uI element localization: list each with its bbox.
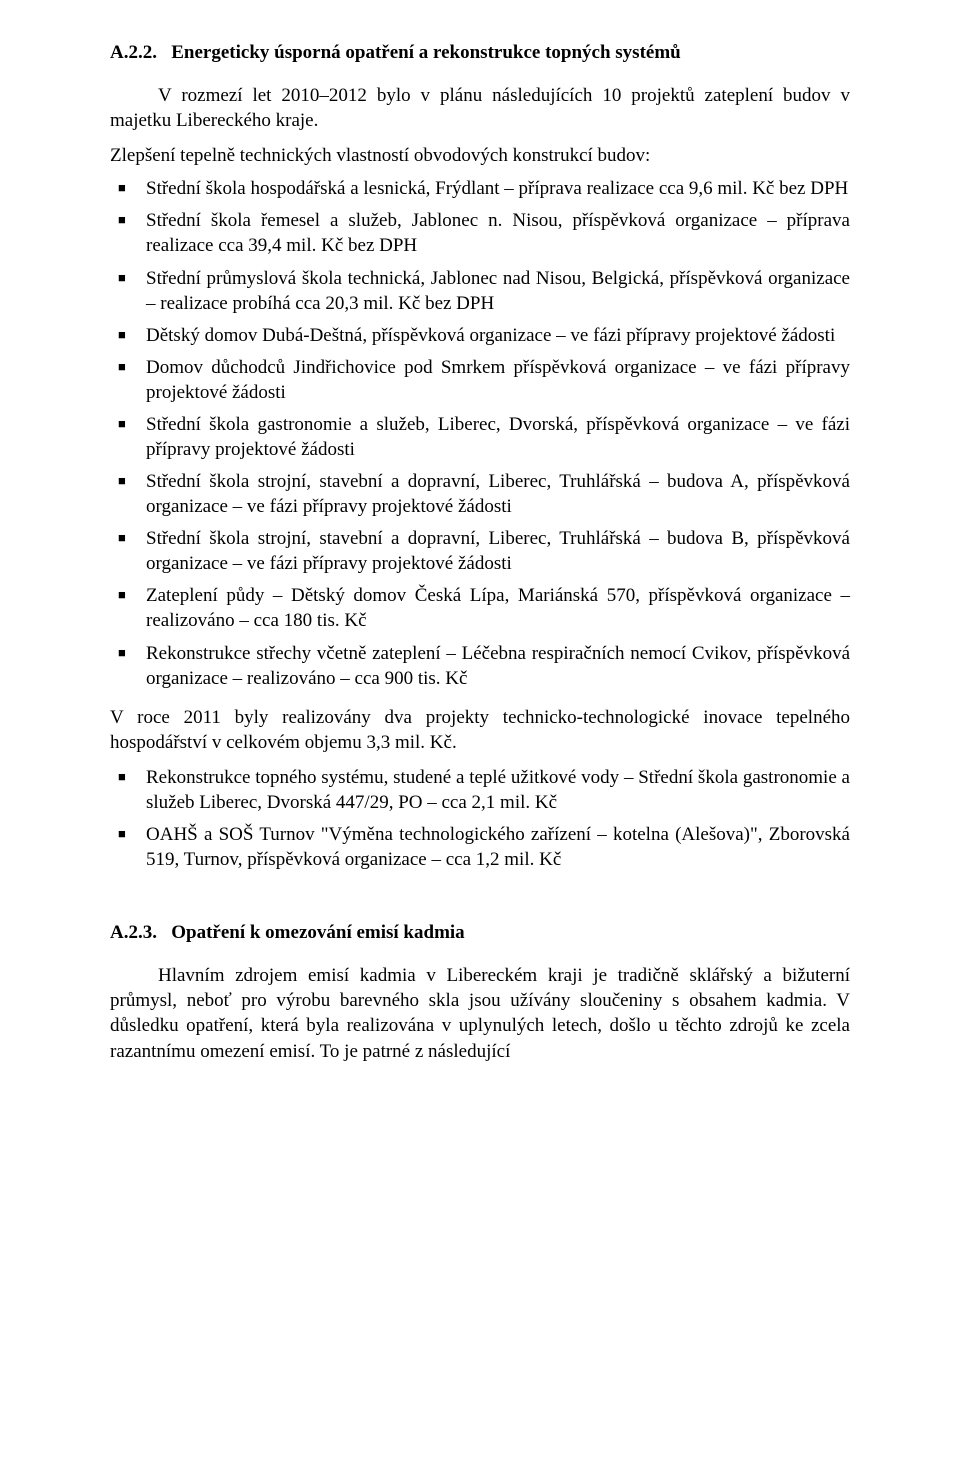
section-gap bbox=[110, 886, 850, 920]
heading-a22-number: A.2.2. bbox=[110, 42, 157, 63]
list-item: Rekonstrukce topného systému, studené a … bbox=[110, 765, 850, 815]
list-item: Zateplení půdy – Dětský domov Česká Lípa… bbox=[110, 583, 850, 633]
list-item: Domov důchodců Jindřichovice pod Smrkem … bbox=[110, 355, 850, 405]
heading-a23-number: A.2.3. bbox=[110, 922, 157, 943]
list-item: Střední škola gastronomie a služeb, Libe… bbox=[110, 412, 850, 462]
heading-a23-title: Opatření k omezování emisí kadmia bbox=[171, 922, 464, 943]
list-item: Dětský domov Dubá-Deštná, příspěvková or… bbox=[110, 323, 850, 348]
heading-a22: A.2.2. Energeticky úsporná opatření a re… bbox=[110, 40, 850, 65]
mid-paragraph: V roce 2011 byly realizovány dva projekt… bbox=[110, 705, 850, 755]
heading-a23: A.2.3. Opatření k omezování emisí kadmia bbox=[110, 920, 850, 945]
body-paragraph-a23: Hlavním zdrojem emisí kadmia v Liberecké… bbox=[110, 963, 850, 1063]
bullet-list-1: Střední škola hospodářská a lesnická, Fr… bbox=[110, 176, 850, 690]
sublead: Zlepšení tepelně technických vlastností … bbox=[110, 143, 850, 168]
heading-a22-title: Energeticky úsporná opatření a rekonstru… bbox=[171, 42, 681, 63]
list-item: Rekonstrukce střechy včetně zateplení – … bbox=[110, 641, 850, 691]
list-item: OAHŠ a SOŠ Turnov "Výměna technologickéh… bbox=[110, 822, 850, 872]
list-item: Střední škola řemesel a služeb, Jablonec… bbox=[110, 208, 850, 258]
list-item: Střední škola strojní, stavební a doprav… bbox=[110, 526, 850, 576]
intro-paragraph: V rozmezí let 2010–2012 bylo v plánu nás… bbox=[110, 83, 850, 133]
document-page: A.2.2. Energeticky úsporná opatření a re… bbox=[0, 0, 960, 1464]
list-item: Střední škola hospodářská a lesnická, Fr… bbox=[110, 176, 850, 201]
bullet-list-2: Rekonstrukce topného systému, studené a … bbox=[110, 765, 850, 872]
list-item: Střední průmyslová škola technická, Jabl… bbox=[110, 266, 850, 316]
list-item: Střední škola strojní, stavební a doprav… bbox=[110, 469, 850, 519]
